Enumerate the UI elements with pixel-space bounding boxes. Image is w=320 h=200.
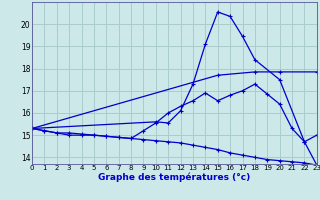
X-axis label: Graphe des températures (°c): Graphe des températures (°c) (98, 172, 251, 182)
